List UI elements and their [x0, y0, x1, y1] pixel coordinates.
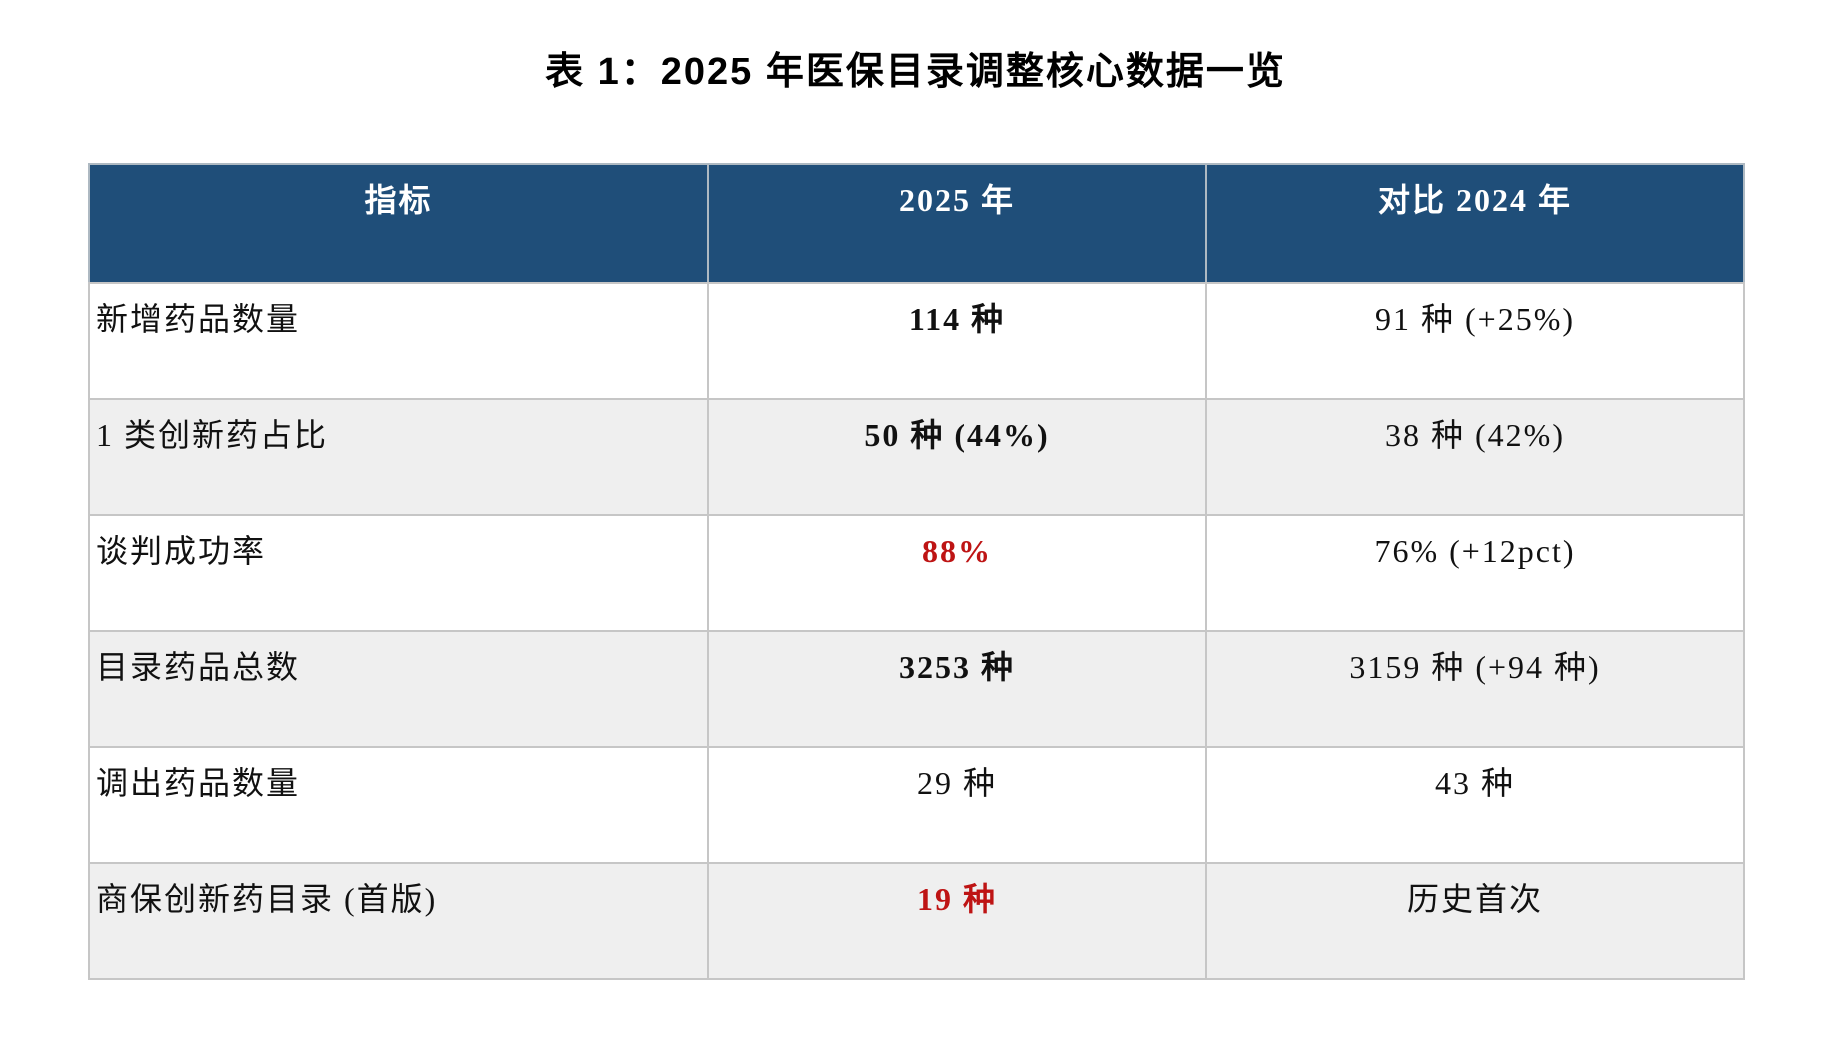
- cell-vs2024: 3159 种 (+94 种): [1205, 630, 1745, 748]
- header-row: 指标 2025 年 对比 2024 年: [88, 163, 1745, 284]
- header-cell-2025: 2025 年: [707, 163, 1207, 284]
- cell-2025: 114 种: [707, 282, 1207, 400]
- table-row: 目录药品总数 3253 种 3159 种 (+94 种): [88, 630, 1745, 748]
- table-row: 1 类创新药占比 50 种 (44%) 38 种 (42%): [88, 398, 1745, 516]
- cell-vs2024: 38 种 (42%): [1205, 398, 1745, 516]
- cell-indicator: 谈判成功率: [88, 514, 709, 632]
- cell-indicator: 新增药品数量: [88, 282, 709, 400]
- header-cell-vs2024: 对比 2024 年: [1205, 163, 1745, 284]
- cell-vs2024: 43 种: [1205, 746, 1745, 864]
- header-cell-indicator: 指标: [88, 163, 709, 284]
- cell-2025: 3253 种: [707, 630, 1207, 748]
- table-header: 指标 2025 年 对比 2024 年: [88, 163, 1745, 284]
- cell-2025: 19 种: [707, 862, 1207, 980]
- cell-2025: 29 种: [707, 746, 1207, 864]
- table-row: 商保创新药目录 (首版) 19 种 历史首次: [88, 862, 1745, 980]
- cell-vs2024: 91 种 (+25%): [1205, 282, 1745, 400]
- cell-indicator: 商保创新药目录 (首版): [88, 862, 709, 980]
- core-data-table: 指标 2025 年 对比 2024 年 新增药品数量 114 种 91 种 (+…: [88, 163, 1745, 980]
- table-row: 谈判成功率 88% 76% (+12pct): [88, 514, 1745, 632]
- table-title: 表 1：2025 年医保目录调整核心数据一览: [545, 51, 1286, 93]
- cell-vs2024: 历史首次: [1205, 862, 1745, 980]
- table-row: 调出药品数量 29 种 43 种: [88, 746, 1745, 864]
- cell-indicator: 目录药品总数: [88, 630, 709, 748]
- cell-2025: 88%: [707, 514, 1207, 632]
- cell-vs2024: 76% (+12pct): [1205, 514, 1745, 632]
- table-row: 新增药品数量 114 种 91 种 (+25%): [88, 282, 1745, 400]
- cell-2025: 50 种 (44%): [707, 398, 1207, 516]
- table-body: 新增药品数量 114 种 91 种 (+25%) 1 类创新药占比 50 种 (…: [88, 282, 1745, 980]
- cell-indicator: 调出药品数量: [88, 746, 709, 864]
- cell-indicator: 1 类创新药占比: [88, 398, 709, 516]
